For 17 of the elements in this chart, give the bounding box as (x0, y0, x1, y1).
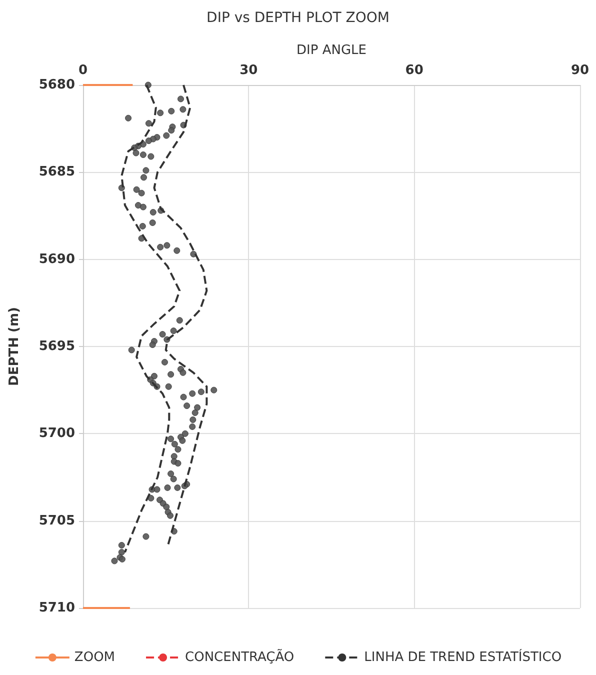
y-tick-label: 5710 (38, 600, 75, 616)
y-tick-label: 5695 (38, 339, 75, 354)
legend-label: LINHA DE TREND ESTATÍSTICO (364, 648, 562, 665)
y-tick-label: 5700 (38, 426, 75, 442)
x-tick-label: 0 (78, 63, 88, 78)
legend-label: ZOOM (74, 650, 116, 665)
x-tick-label: 90 (570, 63, 590, 78)
x-tick-label: 60 (405, 63, 424, 78)
x-tick-label: 30 (240, 63, 258, 78)
chart-title: DIP vs DEPTH PLOT ZOOM (206, 10, 390, 26)
y-tick-label: 5705 (38, 513, 75, 528)
y-tick-label: 5680 (38, 78, 75, 92)
x-axis-title: DIP ANGLE (296, 43, 366, 58)
y-tick-label: 5690 (38, 252, 75, 267)
y-tick-label: 5685 (38, 164, 75, 180)
y-axis-title: DEPTH (m) (7, 307, 22, 386)
legend-label: CONCENTRAÇÃO (185, 649, 294, 665)
